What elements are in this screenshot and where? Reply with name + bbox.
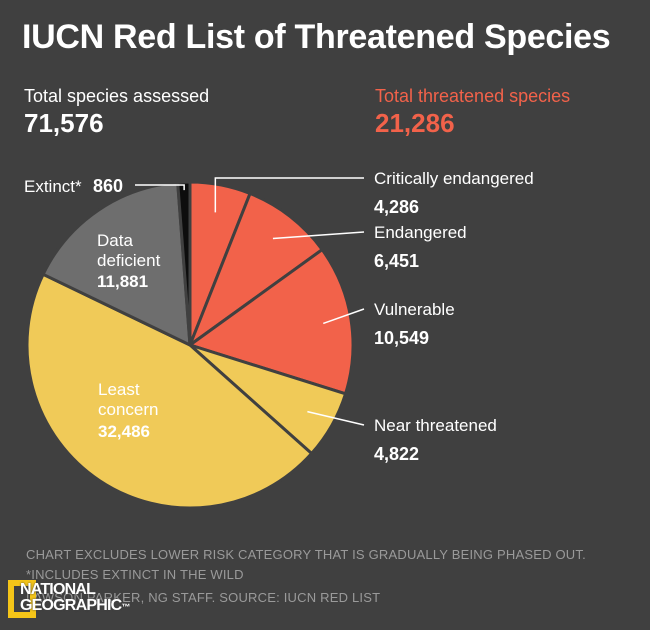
leader-line-extinct	[135, 184, 185, 191]
total-threatened-value: 21,286	[375, 108, 455, 138]
label-vulnerable: Vulnerable	[374, 300, 455, 319]
pie-slice-least-concern	[25, 272, 314, 510]
leader-line-critically-endangered	[214, 177, 364, 213]
value-data-deficient: 11,881	[97, 272, 148, 291]
footnote-exclusion: CHART EXCLUDES LOWER RISK CATEGORY THAT …	[26, 547, 586, 562]
label-endangered: Endangered	[374, 223, 467, 242]
logo-wordmark: NATIONAL GEOGRAPHIC™	[20, 582, 130, 615]
label-least-concern-line1: Least	[98, 380, 140, 399]
pie-slice-endangered	[188, 191, 324, 347]
total-assessed-value: 71,576	[24, 108, 104, 138]
label-data-deficient-line2: deficient	[97, 251, 161, 270]
logo-line2: GEOGRAPHIC	[20, 597, 122, 614]
leader-line-vulnerable	[323, 308, 365, 325]
footnote-credit: LAWSON PARKER, NG STAFF. SOURCE: IUCN RE…	[26, 590, 381, 605]
footnote-extinct: *INCLUDES EXTINCT IN THE WILD	[26, 567, 244, 582]
value-extinct: 860	[93, 176, 123, 196]
value-near-threatened: 4,822	[374, 444, 419, 464]
logo-line1: NATIONAL	[20, 581, 96, 598]
label-extinct: Extinct*	[24, 177, 82, 196]
leader-line-endangered	[272, 231, 365, 240]
pie-slices	[25, 180, 355, 510]
label-critically-endangered: Critically endangered	[374, 169, 534, 188]
value-endangered: 6,451	[374, 251, 419, 271]
slice-labels: Critically endangered 4,286 Endangered 6,45…	[24, 169, 534, 464]
yellow-border-icon	[8, 580, 36, 618]
logo-trademark: ™	[121, 602, 130, 612]
chart-title: IUCN Red List of Threatened Species	[22, 18, 611, 56]
value-vulnerable: 10,549	[374, 328, 429, 348]
value-least-concern: 32,486	[98, 422, 150, 441]
leader-lines	[135, 177, 365, 426]
label-data-deficient-line1: Data	[97, 231, 133, 250]
label-least-concern-line2: concern	[98, 400, 158, 419]
value-critically-endangered: 4,286	[374, 197, 419, 217]
total-threatened-label: Total threatened species	[375, 86, 571, 106]
total-assessed-label: Total species assessed	[24, 86, 210, 106]
leader-line-near-threatened	[307, 410, 365, 426]
label-near-threatened: Near threatened	[374, 416, 497, 435]
pie-slice-extinct	[176, 180, 192, 347]
